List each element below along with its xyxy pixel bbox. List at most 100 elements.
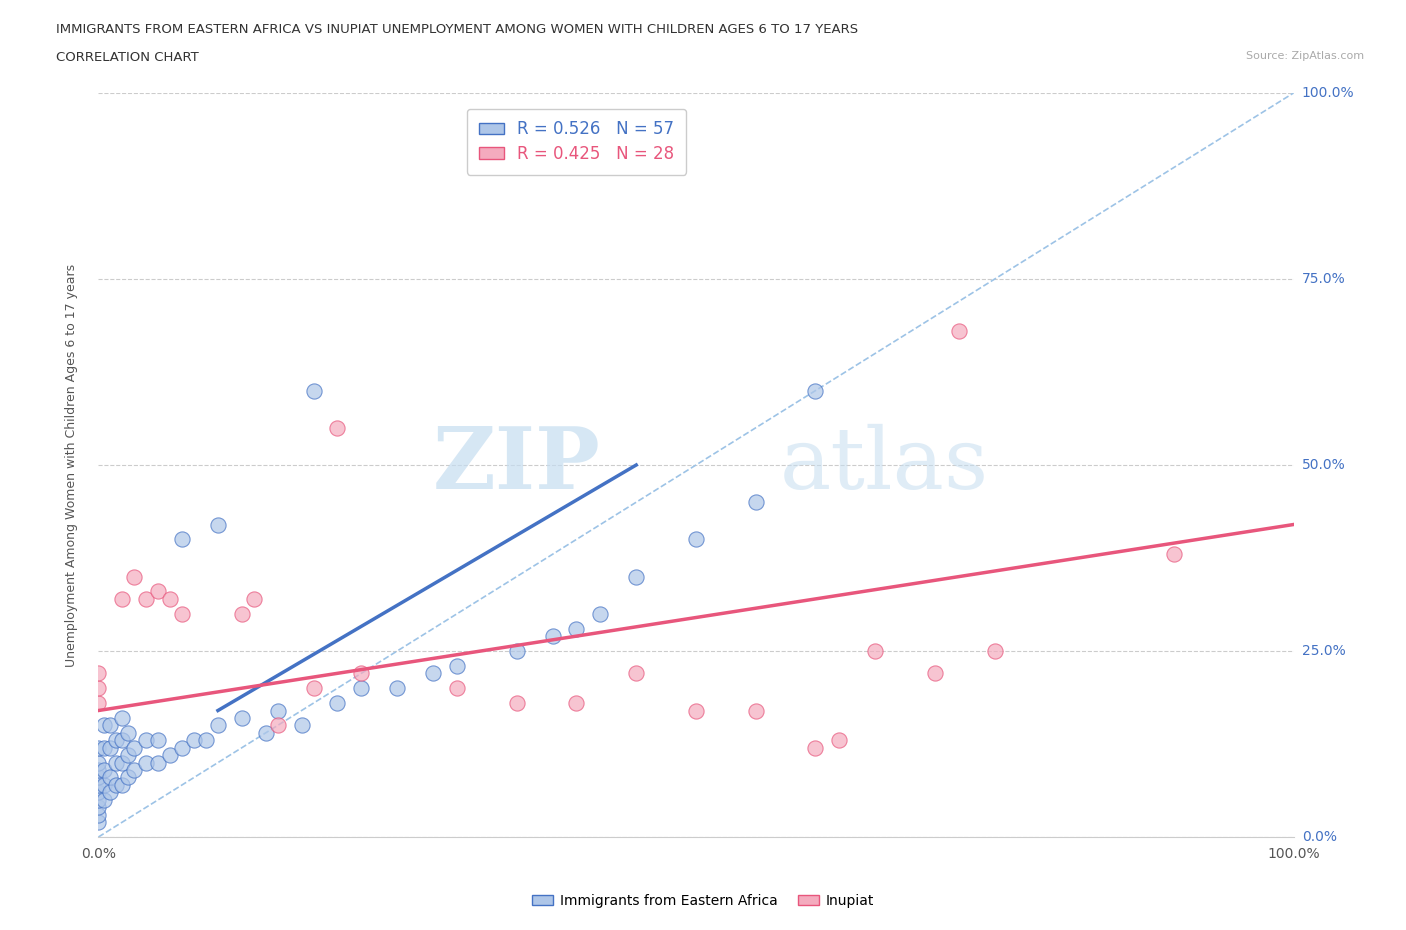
Point <box>87 792 110 807</box>
Point <box>685 532 707 547</box>
Point <box>506 644 529 658</box>
Point <box>828 733 851 748</box>
Point <box>135 733 157 748</box>
Point <box>385 681 409 696</box>
Point <box>446 681 468 696</box>
Point <box>148 584 170 599</box>
Point <box>541 629 564 644</box>
Point <box>350 666 373 681</box>
Point <box>87 740 110 755</box>
Legend: Immigrants from Eastern Africa, Inupiat: Immigrants from Eastern Africa, Inupiat <box>526 889 880 914</box>
Point <box>148 755 170 770</box>
Point <box>105 733 128 748</box>
Point <box>267 718 290 733</box>
Point <box>172 606 194 621</box>
Point <box>87 777 110 792</box>
Point <box>172 532 194 547</box>
Point <box>326 420 349 435</box>
Point <box>685 703 707 718</box>
Point <box>948 324 970 339</box>
Y-axis label: Unemployment Among Women with Children Ages 6 to 17 years: Unemployment Among Women with Children A… <box>65 263 77 667</box>
Point <box>183 733 205 748</box>
Point <box>172 740 194 755</box>
Point <box>105 755 128 770</box>
Point <box>290 718 312 733</box>
Point <box>124 740 146 755</box>
Text: IMMIGRANTS FROM EASTERN AFRICA VS INUPIAT UNEMPLOYMENT AMONG WOMEN WITH CHILDREN: IMMIGRANTS FROM EASTERN AFRICA VS INUPIA… <box>56 23 859 36</box>
Point <box>302 383 325 398</box>
Point <box>98 740 122 755</box>
Point <box>124 569 146 584</box>
Point <box>446 658 468 673</box>
Point <box>87 681 110 696</box>
Point <box>924 666 946 681</box>
Point <box>863 644 886 658</box>
Point <box>159 748 181 763</box>
Text: 25.0%: 25.0% <box>1302 644 1346 658</box>
Text: atlas: atlas <box>779 423 988 507</box>
Point <box>98 770 122 785</box>
Point <box>506 696 529 711</box>
Point <box>624 569 647 584</box>
Point <box>93 763 115 777</box>
Point <box>194 733 217 748</box>
Point <box>87 785 110 800</box>
Point <box>87 666 110 681</box>
Text: ZIP: ZIP <box>433 423 600 507</box>
Point <box>1163 547 1185 562</box>
Point <box>565 696 588 711</box>
Point <box>135 755 157 770</box>
Point <box>98 785 122 800</box>
Text: 75.0%: 75.0% <box>1302 272 1346 286</box>
Point <box>93 740 115 755</box>
Text: 50.0%: 50.0% <box>1302 458 1346 472</box>
Point <box>267 703 290 718</box>
Point <box>87 800 110 815</box>
Point <box>589 606 612 621</box>
Point <box>111 591 134 606</box>
Point <box>111 733 134 748</box>
Point <box>87 770 110 785</box>
Point <box>93 777 115 792</box>
Text: 0.0%: 0.0% <box>1302 830 1337 844</box>
Point <box>124 763 146 777</box>
Point <box>93 792 115 807</box>
Point <box>745 703 768 718</box>
Point <box>87 763 110 777</box>
Point <box>207 517 229 532</box>
Point <box>111 711 134 725</box>
Point <box>148 733 170 748</box>
Point <box>326 696 349 711</box>
Point <box>87 696 110 711</box>
Point <box>422 666 444 681</box>
Point <box>745 495 768 510</box>
Text: 100.0%: 100.0% <box>1302 86 1354 100</box>
Point <box>302 681 325 696</box>
Point <box>243 591 266 606</box>
Point <box>565 621 588 636</box>
Point <box>87 815 110 830</box>
Point <box>87 807 110 822</box>
Point <box>804 740 827 755</box>
Point <box>111 777 134 792</box>
Point <box>804 383 827 398</box>
Point <box>983 644 1005 658</box>
Point <box>135 591 157 606</box>
Point <box>117 748 139 763</box>
Text: CORRELATION CHART: CORRELATION CHART <box>56 51 200 64</box>
Point <box>231 606 253 621</box>
Point <box>254 725 277 740</box>
Point <box>117 770 139 785</box>
Point <box>159 591 181 606</box>
Point <box>93 718 115 733</box>
Point <box>111 755 134 770</box>
Point <box>231 711 253 725</box>
Point <box>350 681 373 696</box>
Text: Source: ZipAtlas.com: Source: ZipAtlas.com <box>1246 51 1364 61</box>
Point <box>105 777 128 792</box>
Point <box>624 666 647 681</box>
Legend: R = 0.526   N = 57, R = 0.425   N = 28: R = 0.526 N = 57, R = 0.425 N = 28 <box>467 109 686 175</box>
Point <box>117 725 139 740</box>
Point <box>87 755 110 770</box>
Point <box>98 718 122 733</box>
